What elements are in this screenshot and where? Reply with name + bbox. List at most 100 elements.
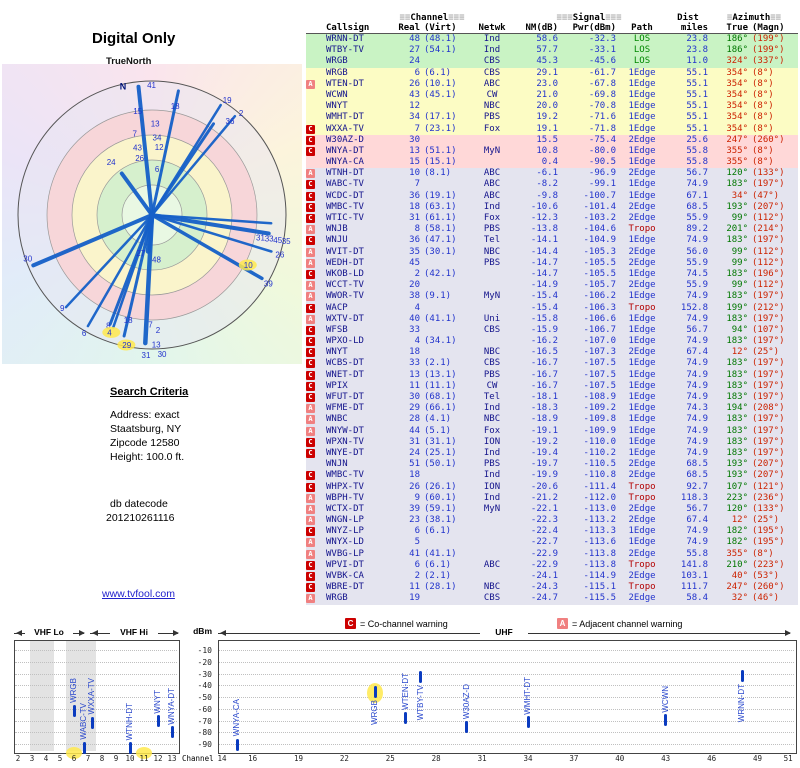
radar-channel-label: 39 xyxy=(264,279,273,288)
radar-channel-label: 13 xyxy=(152,340,161,349)
adjacent-channel-warning-badge: A xyxy=(306,258,315,268)
table-row: C WNYA-DT 13 (51.1) MyN 10.8 -80.0 1Edge 55.8 355… xyxy=(306,145,798,158)
table-row: A WNYW-DT 44 (5.1) Fox -19.1 -109.9 1Edge 74.9 18… xyxy=(306,425,798,437)
table-row: A WFME-DT 29 (66.1) Ind -18.3 -109.2 1Edge 74.3 1… xyxy=(306,403,798,415)
radar-spoke xyxy=(136,84,154,217)
table-row: A WBPH-TV 9 (60.1) Ind -21.2 -112.0 Tropo 118.3 2… xyxy=(306,492,798,504)
adjacent-channel-warning-badge: A xyxy=(306,169,315,179)
table-row: A WTNH-DT 10 (8.1) ABC -6.1 -96.9 2Edge 56.7 120°… xyxy=(306,168,798,180)
co-channel-warning-badge: C xyxy=(306,381,315,391)
table-row: WNYT 12 NBC 20.0 -70.8 1Edge 55.1 354° (8°) xyxy=(306,101,798,113)
radar-spokes xyxy=(31,84,273,346)
page-title: Digital Only xyxy=(92,30,176,47)
table-row: C WPIX 11 (11.1) CW -16.7 -107.5 1Edge 74.9 183°(… xyxy=(306,380,798,392)
radar-channel-label: 36 xyxy=(226,117,235,126)
dbm-gridline xyxy=(15,697,177,698)
search-criteria-line: Height: 100.0 ft. xyxy=(110,451,185,463)
table-row: WTBY-TV 27 (54.1) Ind 57.7 -33.1 LOS 23.8 186° (1… xyxy=(306,45,798,57)
channel-tick-label: 5 xyxy=(57,754,63,763)
table-row: A WNJB 8 (58.1) PBS -13.8 -104.6 Tropo 89.2 201°(… xyxy=(306,224,798,236)
adjacent-channel-warning-badge: A xyxy=(306,504,315,514)
table-row: A WCCT-TV 20 -14.9 -105.7 2Edge 55.9 99° (112°) xyxy=(306,280,798,292)
dbm-tick-label: -70 xyxy=(197,716,212,726)
channel-tick-label: 40 xyxy=(615,754,625,763)
tvfool-link[interactable]: www.tvfool.com xyxy=(102,588,175,600)
co-channel-warning-badge: C xyxy=(306,359,315,369)
adjacent-channel-warning-badge: A xyxy=(306,538,315,548)
radar-channel-label: 26 xyxy=(135,154,144,163)
radar-channel-label: 24 xyxy=(107,158,116,167)
radar-spoke xyxy=(119,171,154,217)
channel-tick-label: 3 xyxy=(29,754,35,763)
table-row: A WVBG-LP 41 (41.1) -22.9 -113.8 2Edge 55.8 355°… xyxy=(306,548,798,560)
adjacent-channel-warning-badge: A xyxy=(306,292,315,302)
station-label: WNYA-DT xyxy=(167,687,176,725)
dbm-gridline xyxy=(219,685,794,687)
datecode-value: 201210261116 xyxy=(106,512,175,524)
co-channel-warning-badge: C xyxy=(306,191,315,201)
channel-tick-label: 7 xyxy=(85,754,91,763)
co-channel-warning-badge: C xyxy=(306,437,315,447)
station-label: WRGB xyxy=(370,699,379,725)
station-marker xyxy=(465,720,469,733)
table-row: A WNYX-LD 5 -22.7 -113.6 1Edge 74.9 182° (195°) xyxy=(306,537,798,549)
channel-axis-label: Channel xyxy=(182,754,214,763)
station-label: WXXA-TV xyxy=(87,678,96,715)
channel-tick-label: 9 xyxy=(113,754,119,763)
table-row: C WNYT 18 NBC -16.5 -107.3 2Edge 67.4 12° (25°) xyxy=(306,347,798,359)
radar-channel-label: 10 xyxy=(244,261,253,270)
band-label: VHF Hi xyxy=(110,627,158,637)
dbm-tick-label: -80 xyxy=(197,728,212,738)
search-criteria-lines: Address: exact Staatsburg, NY Zipcode 1258… xyxy=(110,408,184,464)
north-label: N xyxy=(120,81,127,91)
station-marker xyxy=(373,685,377,698)
table-row: C WNJU 36 (47.1) Tel -14.1 -104.9 1Edge 74.9 183°… xyxy=(306,235,798,247)
table-rows: WRNN-DT 48 (48.1) Ind 58.6 -32.3 LOS 23.8 186° (1… xyxy=(306,34,798,605)
dbm-gridline xyxy=(15,661,177,663)
station-label: WMHT-DT xyxy=(523,676,532,715)
radar-channel-label: 31 xyxy=(256,234,265,243)
col-netwk: Netwk xyxy=(478,23,506,33)
radar-channel-label: 43 xyxy=(133,144,142,153)
band-arrow-left xyxy=(89,630,98,636)
radar-channel-label: 15 xyxy=(133,107,142,116)
station-marker xyxy=(72,704,76,717)
table-row: C WMBC-TV 18 Ind -19.9 -110.8 2Edge 68.5 193° (20… xyxy=(306,470,798,482)
channel-tick-label: 11 xyxy=(139,754,149,763)
dbm-gridline xyxy=(219,708,794,710)
radar-channel-label: 6 xyxy=(155,165,160,174)
station-label: WTBY-TV xyxy=(415,685,425,721)
band-label: VHF Lo xyxy=(25,627,73,637)
datecode-label: db datecode xyxy=(110,498,168,510)
radar-highlight-ellipse xyxy=(102,326,121,338)
dbm-gridline xyxy=(15,732,177,734)
station-marker xyxy=(526,716,530,729)
radar-spoke xyxy=(150,213,271,236)
table-row: WCWN 43 (45.1) CW 21.0 -69.8 1Edge 55.1 354° (8°) xyxy=(306,89,798,102)
channel-tick-label: 10 xyxy=(125,754,135,763)
dbm-gridline xyxy=(219,744,794,745)
station-marker xyxy=(404,711,408,724)
adjacent-channel-warning-badge: A xyxy=(306,594,315,604)
search-criteria-line: Staatsburg, NY xyxy=(110,423,182,435)
channel-tick-label: 51 xyxy=(783,754,793,763)
co-channel-warning-badge: C xyxy=(306,370,315,380)
radar-channel-label: 27 xyxy=(136,249,145,258)
dbm-gridline xyxy=(219,661,794,663)
channel-tick-label: 2 xyxy=(15,754,21,763)
band-arrow-left xyxy=(217,630,226,636)
radar-channel-label: 6 xyxy=(82,329,87,338)
co-channel-warning-badge: C xyxy=(306,124,315,134)
channel-tick-label: 16 xyxy=(248,754,258,763)
table-group-header: ≡≡Channel≡≡≡ ≡≡≡Signal≡≡≡ Dist ≡Azimuth≡… xyxy=(306,13,798,23)
station-label: WTNH-DT xyxy=(125,702,134,740)
station-label: WRGB xyxy=(69,677,78,703)
channel-tick-label: 14 xyxy=(217,754,227,763)
radar-channel-label: 18 xyxy=(171,102,180,111)
station-label: WCWN xyxy=(660,685,670,713)
axis-highlight xyxy=(136,747,152,759)
table-row: WRNN-DT 48 (48.1) Ind 58.6 -32.3 LOS 23.8 186° (1… xyxy=(306,34,798,46)
channel-tick-label: 13 xyxy=(167,754,177,763)
col-path: Path xyxy=(631,23,653,33)
